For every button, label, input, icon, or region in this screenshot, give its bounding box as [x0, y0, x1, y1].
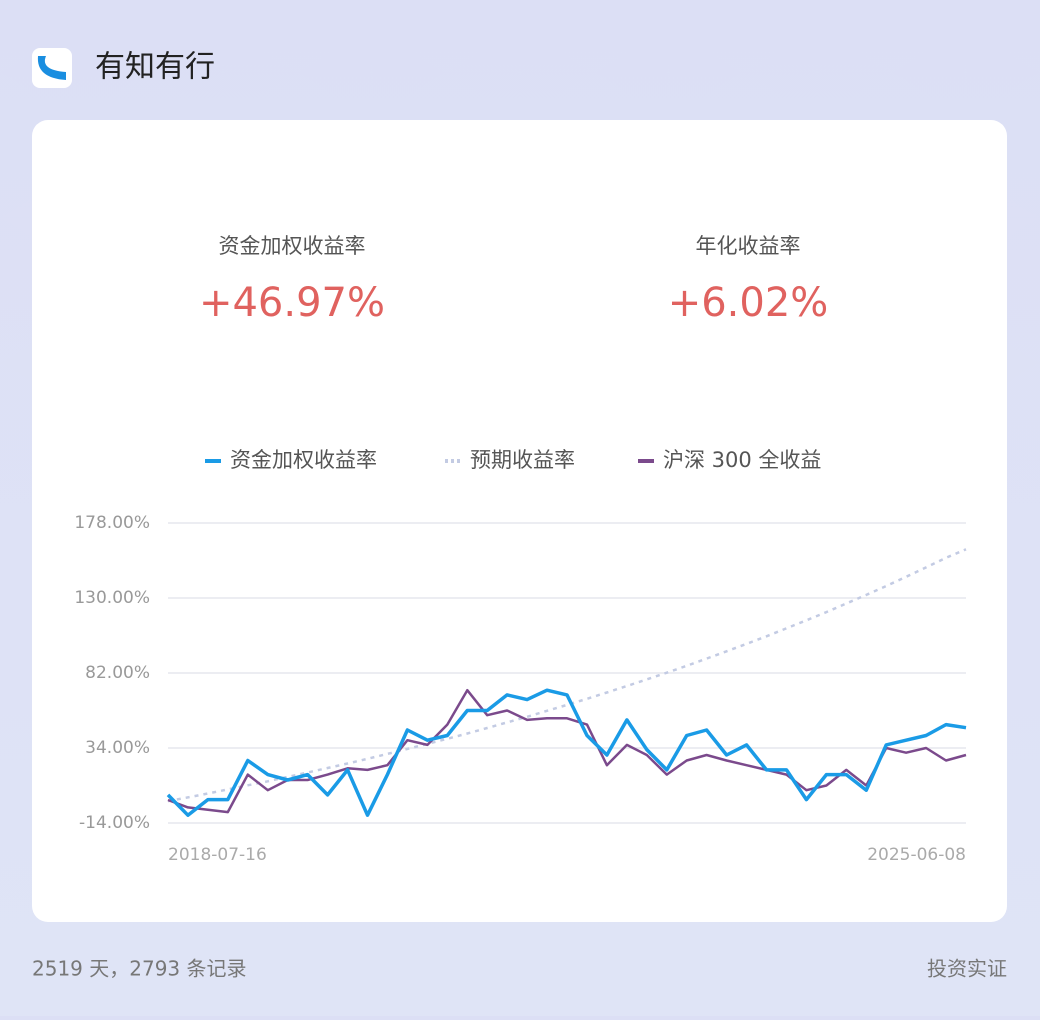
legend-label: 预期收益率	[470, 448, 575, 472]
x-tick-label: 2025-06-08	[867, 845, 966, 865]
footer-right: 投资实证	[927, 957, 1007, 981]
legend-label: 沪深 300 全收益	[663, 448, 821, 472]
series-line	[167, 548, 967, 803]
logo-mark	[37, 56, 66, 80]
y-tick-label: 82.00%	[85, 663, 150, 683]
logo	[32, 48, 72, 88]
stat-label: 年化收益率	[696, 234, 801, 258]
series-line	[167, 688, 967, 814]
stat-label: 资金加权收益率	[219, 234, 366, 258]
legend-label: 资金加权收益率	[230, 448, 377, 472]
x-tick-label: 2018-07-16	[168, 845, 267, 865]
chart: -14.00% 34.00% 82.00% 130.00% 178.00% 2018-07…	[74, 448, 967, 865]
y-tick-label: 34.00%	[85, 738, 150, 758]
y-tick-label: 178.00%	[74, 513, 150, 533]
y-tick-label: -14.00%	[79, 813, 150, 833]
footer-left: 2519 天，2793 条记录	[32, 957, 247, 981]
stat-value: +46.97%	[199, 280, 385, 326]
series-line	[166, 688, 967, 817]
app-title: 有知有行	[95, 50, 215, 85]
y-tick-label: 130.00%	[74, 588, 150, 608]
card	[32, 120, 1007, 922]
stat-value: +6.02%	[668, 280, 829, 326]
